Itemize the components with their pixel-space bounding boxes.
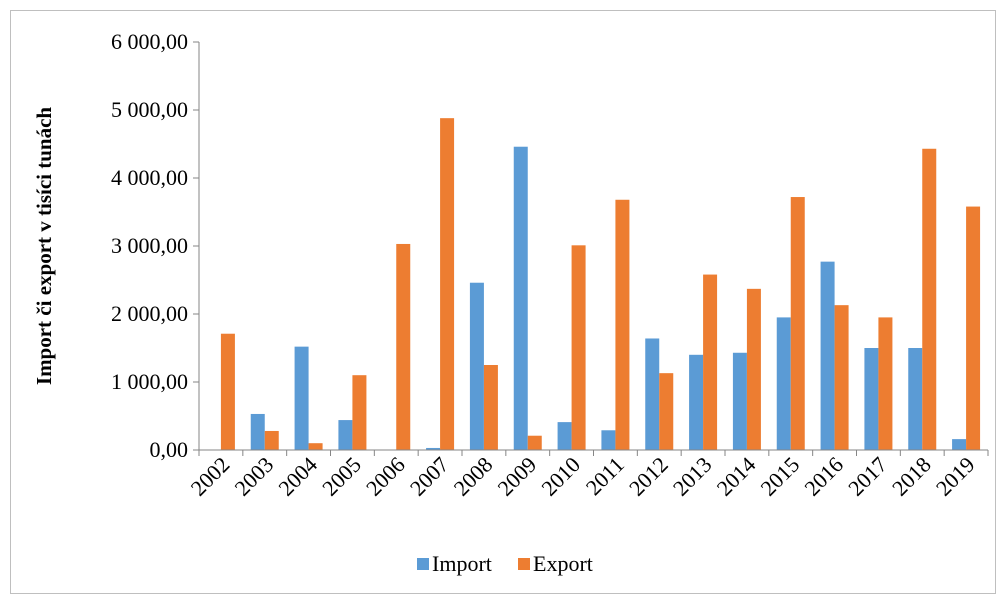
bar-import-2015 (776, 317, 791, 450)
y-tick-label: 3 000,00 (111, 233, 188, 258)
x-tick-label: 2016 (799, 452, 848, 501)
bar-export-2017 (878, 317, 893, 450)
x-tick-label: 2010 (536, 452, 585, 501)
bar-export-2005 (352, 375, 367, 450)
bar-export-2009 (527, 435, 542, 450)
bar-import-2019 (952, 439, 967, 450)
y-axis: 0,00 1 000,00 2 000,00 3 000,00 4 000,00 5 00… (111, 29, 200, 462)
legend-label-import: Import (432, 551, 492, 576)
x-tick-label: 2006 (361, 452, 410, 501)
bar-import-2011 (601, 430, 616, 450)
y-axis-title: Import či export v tisíci tunách (32, 107, 56, 386)
x-tick-label: 2004 (273, 452, 322, 501)
x-tick-label: 2007 (405, 452, 454, 501)
bars (220, 118, 981, 450)
legend: Import Export (417, 551, 593, 576)
x-tick-label: 2013 (668, 452, 717, 501)
bar-export-2002 (220, 333, 235, 450)
bar-import-2016 (820, 261, 835, 450)
bar-export-2004 (308, 443, 323, 450)
x-tick-label: 2003 (229, 452, 278, 501)
bar-import-2018 (908, 348, 923, 450)
y-tick-label: 6 000,00 (111, 29, 188, 54)
bar-export-2014 (746, 288, 761, 450)
x-tick-label: 2017 (843, 452, 892, 501)
bar-import-2009 (513, 146, 528, 450)
bar-import-2014 (732, 352, 747, 450)
bar-export-2019 (966, 206, 981, 450)
x-tick-label: 2018 (887, 452, 936, 501)
bar-export-2018 (922, 148, 937, 450)
x-tick-label: 2011 (581, 452, 629, 500)
bar-import-2017 (864, 348, 879, 450)
bar-import-2010 (557, 422, 572, 450)
bar-import-2012 (645, 338, 660, 450)
bar-export-2003 (264, 430, 279, 450)
x-tick-label: 2008 (449, 452, 498, 501)
bar-import-2008 (469, 282, 484, 450)
x-tick-label: 2009 (492, 452, 541, 501)
x-tick-label: 2014 (712, 452, 761, 501)
bar-export-2008 (483, 365, 498, 450)
legend-label-export: Export (533, 551, 593, 576)
bar-export-2015 (790, 197, 805, 450)
legend-swatch-import (417, 558, 429, 570)
y-tick-label: 2 000,00 (111, 301, 188, 326)
x-axis: 2002200320042005200620072008200920102011… (186, 449, 989, 501)
x-tick-label: 2015 (755, 452, 804, 501)
bar-export-2010 (571, 245, 586, 450)
x-tick-label: 2005 (317, 452, 366, 501)
bar-export-2016 (834, 305, 849, 450)
bar-export-2011 (615, 199, 630, 450)
x-tick-label: 2019 (931, 452, 980, 501)
bar-import-2003 (250, 413, 265, 450)
bar-import-2007 (426, 447, 441, 450)
y-tick-label: 0,00 (150, 437, 189, 462)
bar-export-2012 (659, 373, 674, 450)
y-tick-label: 4 000,00 (111, 165, 188, 190)
x-tick-label: 2002 (186, 452, 235, 501)
bar-export-2007 (440, 118, 455, 450)
y-tick-label: 1 000,00 (111, 369, 188, 394)
x-tick-label: 2012 (624, 452, 673, 501)
legend-swatch-export (518, 558, 530, 570)
bar-import-2013 (689, 354, 704, 450)
bar-export-2006 (396, 243, 411, 450)
bar-import-2004 (294, 346, 309, 450)
bar-import-2005 (338, 420, 353, 450)
bar-export-2013 (703, 274, 718, 450)
y-tick-label: 5 000,00 (111, 97, 188, 122)
